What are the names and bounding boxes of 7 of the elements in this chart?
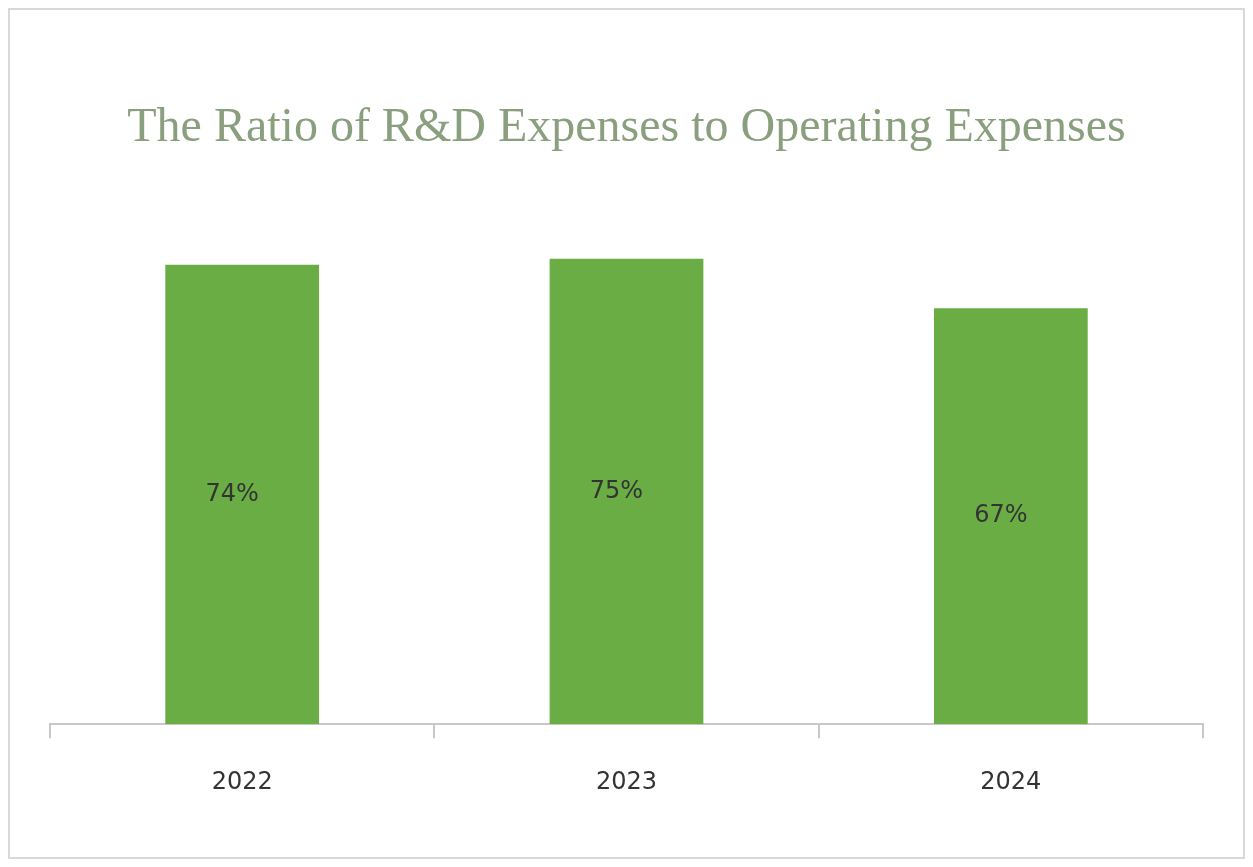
data-label: 75%: [589, 475, 644, 504]
data-label: 67%: [974, 500, 1028, 529]
x-tick-label: 2024: [980, 766, 1042, 795]
x-tick-label: 2022: [211, 766, 273, 795]
x-tick-label: 2023: [595, 766, 658, 795]
data-label: 74%: [205, 478, 259, 507]
chart-title: The Ratio of R&D Expenses to Operating Expenses: [127, 98, 1126, 152]
